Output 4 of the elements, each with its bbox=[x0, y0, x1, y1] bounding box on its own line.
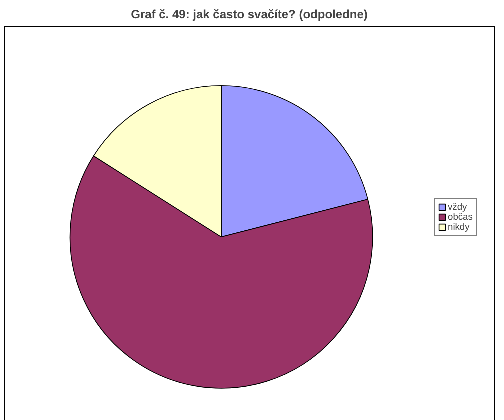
legend-label: nikdy bbox=[448, 222, 470, 232]
chart-title: Graf č. 49: jak často svačíte? (odpoledne) bbox=[131, 8, 368, 22]
legend-label: vždy bbox=[448, 202, 468, 212]
legend-label: občas bbox=[448, 212, 473, 222]
